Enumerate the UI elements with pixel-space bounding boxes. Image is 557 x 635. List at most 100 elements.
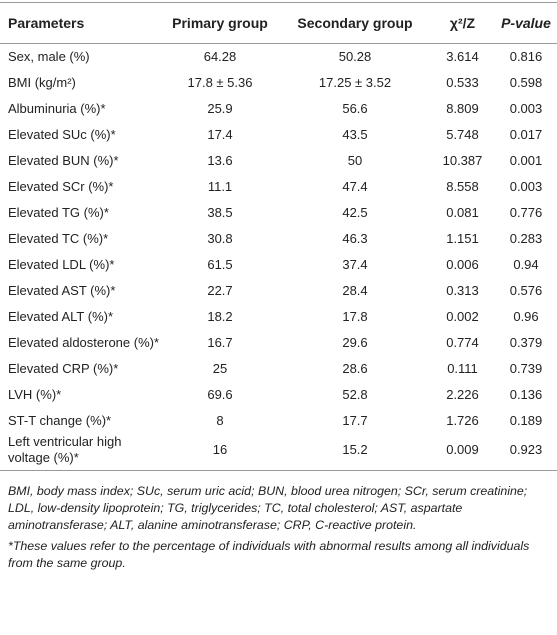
- value-cell: 11.1: [207, 179, 233, 194]
- value-cell: 17.8: [342, 309, 368, 324]
- value-cell: 5.748: [446, 127, 479, 142]
- value-cell: 0.081: [446, 205, 479, 220]
- value-cell: 16.7: [207, 335, 233, 350]
- value-cell: 2.226: [446, 387, 479, 402]
- value-cell: 0.017: [509, 127, 543, 142]
- header-row: Parameters Primary group Secondary group χ²…: [0, 2, 557, 44]
- table-row: Elevated SCr (%)* 11.1 47.4 8.558 0.003: [0, 174, 557, 200]
- value-cell: 0.94: [513, 257, 539, 272]
- value-cell: 0.598: [509, 75, 543, 90]
- parameter-cell: Elevated TG (%)*: [8, 205, 109, 220]
- value-cell: 16: [160, 434, 280, 471]
- value-cell: 25.9: [207, 101, 233, 116]
- table-row: LVH (%)* 69.6 52.8 2.226 0.136: [0, 382, 557, 408]
- value-cell: 0.283: [509, 231, 543, 246]
- parameter-cell: Elevated CRP (%)*: [8, 361, 119, 376]
- value-cell: 50: [347, 153, 363, 168]
- parameter-cell: Elevated BUN (%)*: [8, 153, 119, 168]
- footnote: *These values refer to the percentage of…: [8, 539, 530, 570]
- value-cell: 28.4: [342, 283, 368, 298]
- value-cell: 0.136: [509, 387, 543, 402]
- value-cell: 46.3: [342, 231, 368, 246]
- value-cell: 50.28: [338, 49, 372, 64]
- value-cell: 0.111: [447, 361, 478, 376]
- value-cell: 17.7: [342, 413, 368, 428]
- value-cell: 3.614: [446, 49, 479, 64]
- parameter-cell: Left ventricular high voltage (%)*: [0, 434, 160, 471]
- value-cell: 0.776: [509, 205, 543, 220]
- value-cell: 69.6: [207, 387, 233, 402]
- value-cell: 17.4: [207, 127, 233, 142]
- value-cell: 47.4: [342, 179, 368, 194]
- value-cell: 0.739: [509, 361, 543, 376]
- parameter-cell: ST-T change (%)*: [8, 413, 112, 428]
- table-row: ST-T change (%)* 8 17.7 1.726 0.189: [0, 408, 557, 434]
- table-row: Albuminuria (%)* 25.9 56.6 8.809 0.003: [0, 96, 557, 122]
- value-cell: 18.2: [207, 309, 233, 324]
- value-cell: 17.25 ± 3.52: [318, 75, 392, 90]
- table-row: Elevated LDL (%)* 61.5 37.4 0.006 0.94: [0, 252, 557, 278]
- table-row: Elevated CRP (%)* 25 28.6 0.111 0.739: [0, 356, 557, 382]
- value-cell: 0.96: [513, 309, 539, 324]
- parameter-cell: Elevated AST (%)*: [8, 283, 116, 298]
- value-cell: 15.2: [280, 434, 430, 471]
- value-cell: 17.8 ± 5.36: [187, 75, 253, 90]
- parameter-cell: Elevated aldosterone (%)*: [8, 335, 160, 350]
- header-cell: χ²/Z: [430, 2, 495, 44]
- parameter-cell: Elevated TC (%)*: [8, 231, 109, 246]
- table-row: Elevated ALT (%)* 18.2 17.8 0.002 0.96: [0, 304, 557, 330]
- header-cell: P-value: [495, 2, 557, 44]
- table-row: Elevated SUc (%)* 17.4 43.5 5.748 0.017: [0, 122, 557, 148]
- parameter-cell: LVH (%)*: [8, 387, 62, 402]
- footnote: BMI, body mass index; SUc, serum uric ac…: [8, 484, 528, 532]
- table-row: Elevated TC (%)* 30.8 46.3 1.151 0.283: [0, 226, 557, 252]
- value-cell: 0.313: [446, 283, 479, 298]
- value-cell: 0.379: [509, 335, 543, 350]
- header-cell: Secondary group: [280, 2, 430, 44]
- value-cell: 8.809: [446, 101, 479, 116]
- value-cell: 22.7: [207, 283, 233, 298]
- value-cell: 1.726: [446, 413, 479, 428]
- parameter-cell: Elevated LDL (%)*: [8, 257, 115, 272]
- value-cell: 0.001: [509, 153, 543, 168]
- table-row: Elevated AST (%)* 22.7 28.4 0.313 0.576: [0, 278, 557, 304]
- parameter-cell: BMI (kg/m²): [8, 75, 76, 90]
- parameter-cell: Albuminuria (%)*: [8, 101, 106, 116]
- value-cell: 0.533: [446, 75, 479, 90]
- value-cell: 0.002: [446, 309, 479, 324]
- value-cell: 0.003: [509, 179, 543, 194]
- value-cell: 37.4: [342, 257, 368, 272]
- value-cell: 52.8: [342, 387, 368, 402]
- value-cell: 0.009: [430, 434, 495, 471]
- header-cell: Parameters: [0, 2, 160, 44]
- table-body: Sex, male (%) 64.28 50.28 3.614 0.816 BMI (kg…: [0, 44, 557, 471]
- table-header: Parameters Primary group Secondary group χ²…: [0, 2, 557, 44]
- table-row: Elevated aldosterone (%)* 16.7 29.6 0.774 0.…: [0, 330, 557, 356]
- footnotes: BMI, body mass index; SUc, serum uric ac…: [0, 471, 557, 572]
- table-row: BMI (kg/m²) 17.8 ± 5.36 17.25 ± 3.52 0.533 0…: [0, 70, 557, 96]
- value-cell: 25: [212, 361, 228, 376]
- value-cell: 8.558: [446, 179, 479, 194]
- value-cell: 0.189: [509, 413, 543, 428]
- value-cell: 0.006: [446, 257, 479, 272]
- value-cell: 0.923: [495, 434, 557, 471]
- value-cell: 0.576: [509, 283, 543, 298]
- header-cell: Primary group: [160, 2, 280, 44]
- value-cell: 56.6: [342, 101, 368, 116]
- value-cell: 29.6: [342, 335, 368, 350]
- parameter-cell: Elevated SCr (%)*: [8, 179, 114, 194]
- parameter-cell: Elevated SUc (%)*: [8, 127, 116, 142]
- parameter-cell: Sex, male (%): [8, 49, 90, 64]
- table-row: Elevated TG (%)* 38.5 42.5 0.081 0.776: [0, 200, 557, 226]
- value-cell: 0.003: [509, 101, 543, 116]
- value-cell: 42.5: [342, 205, 368, 220]
- value-cell: 1.151: [446, 231, 479, 246]
- value-cell: 61.5: [207, 257, 233, 272]
- value-cell: 38.5: [207, 205, 233, 220]
- value-cell: 8: [216, 413, 224, 428]
- table-row: Elevated BUN (%)* 13.6 50 10.387 0.001: [0, 148, 557, 174]
- value-cell: 0.774: [446, 335, 479, 350]
- table-row: Sex, male (%) 64.28 50.28 3.614 0.816: [0, 44, 557, 71]
- value-cell: 10.387: [442, 153, 483, 168]
